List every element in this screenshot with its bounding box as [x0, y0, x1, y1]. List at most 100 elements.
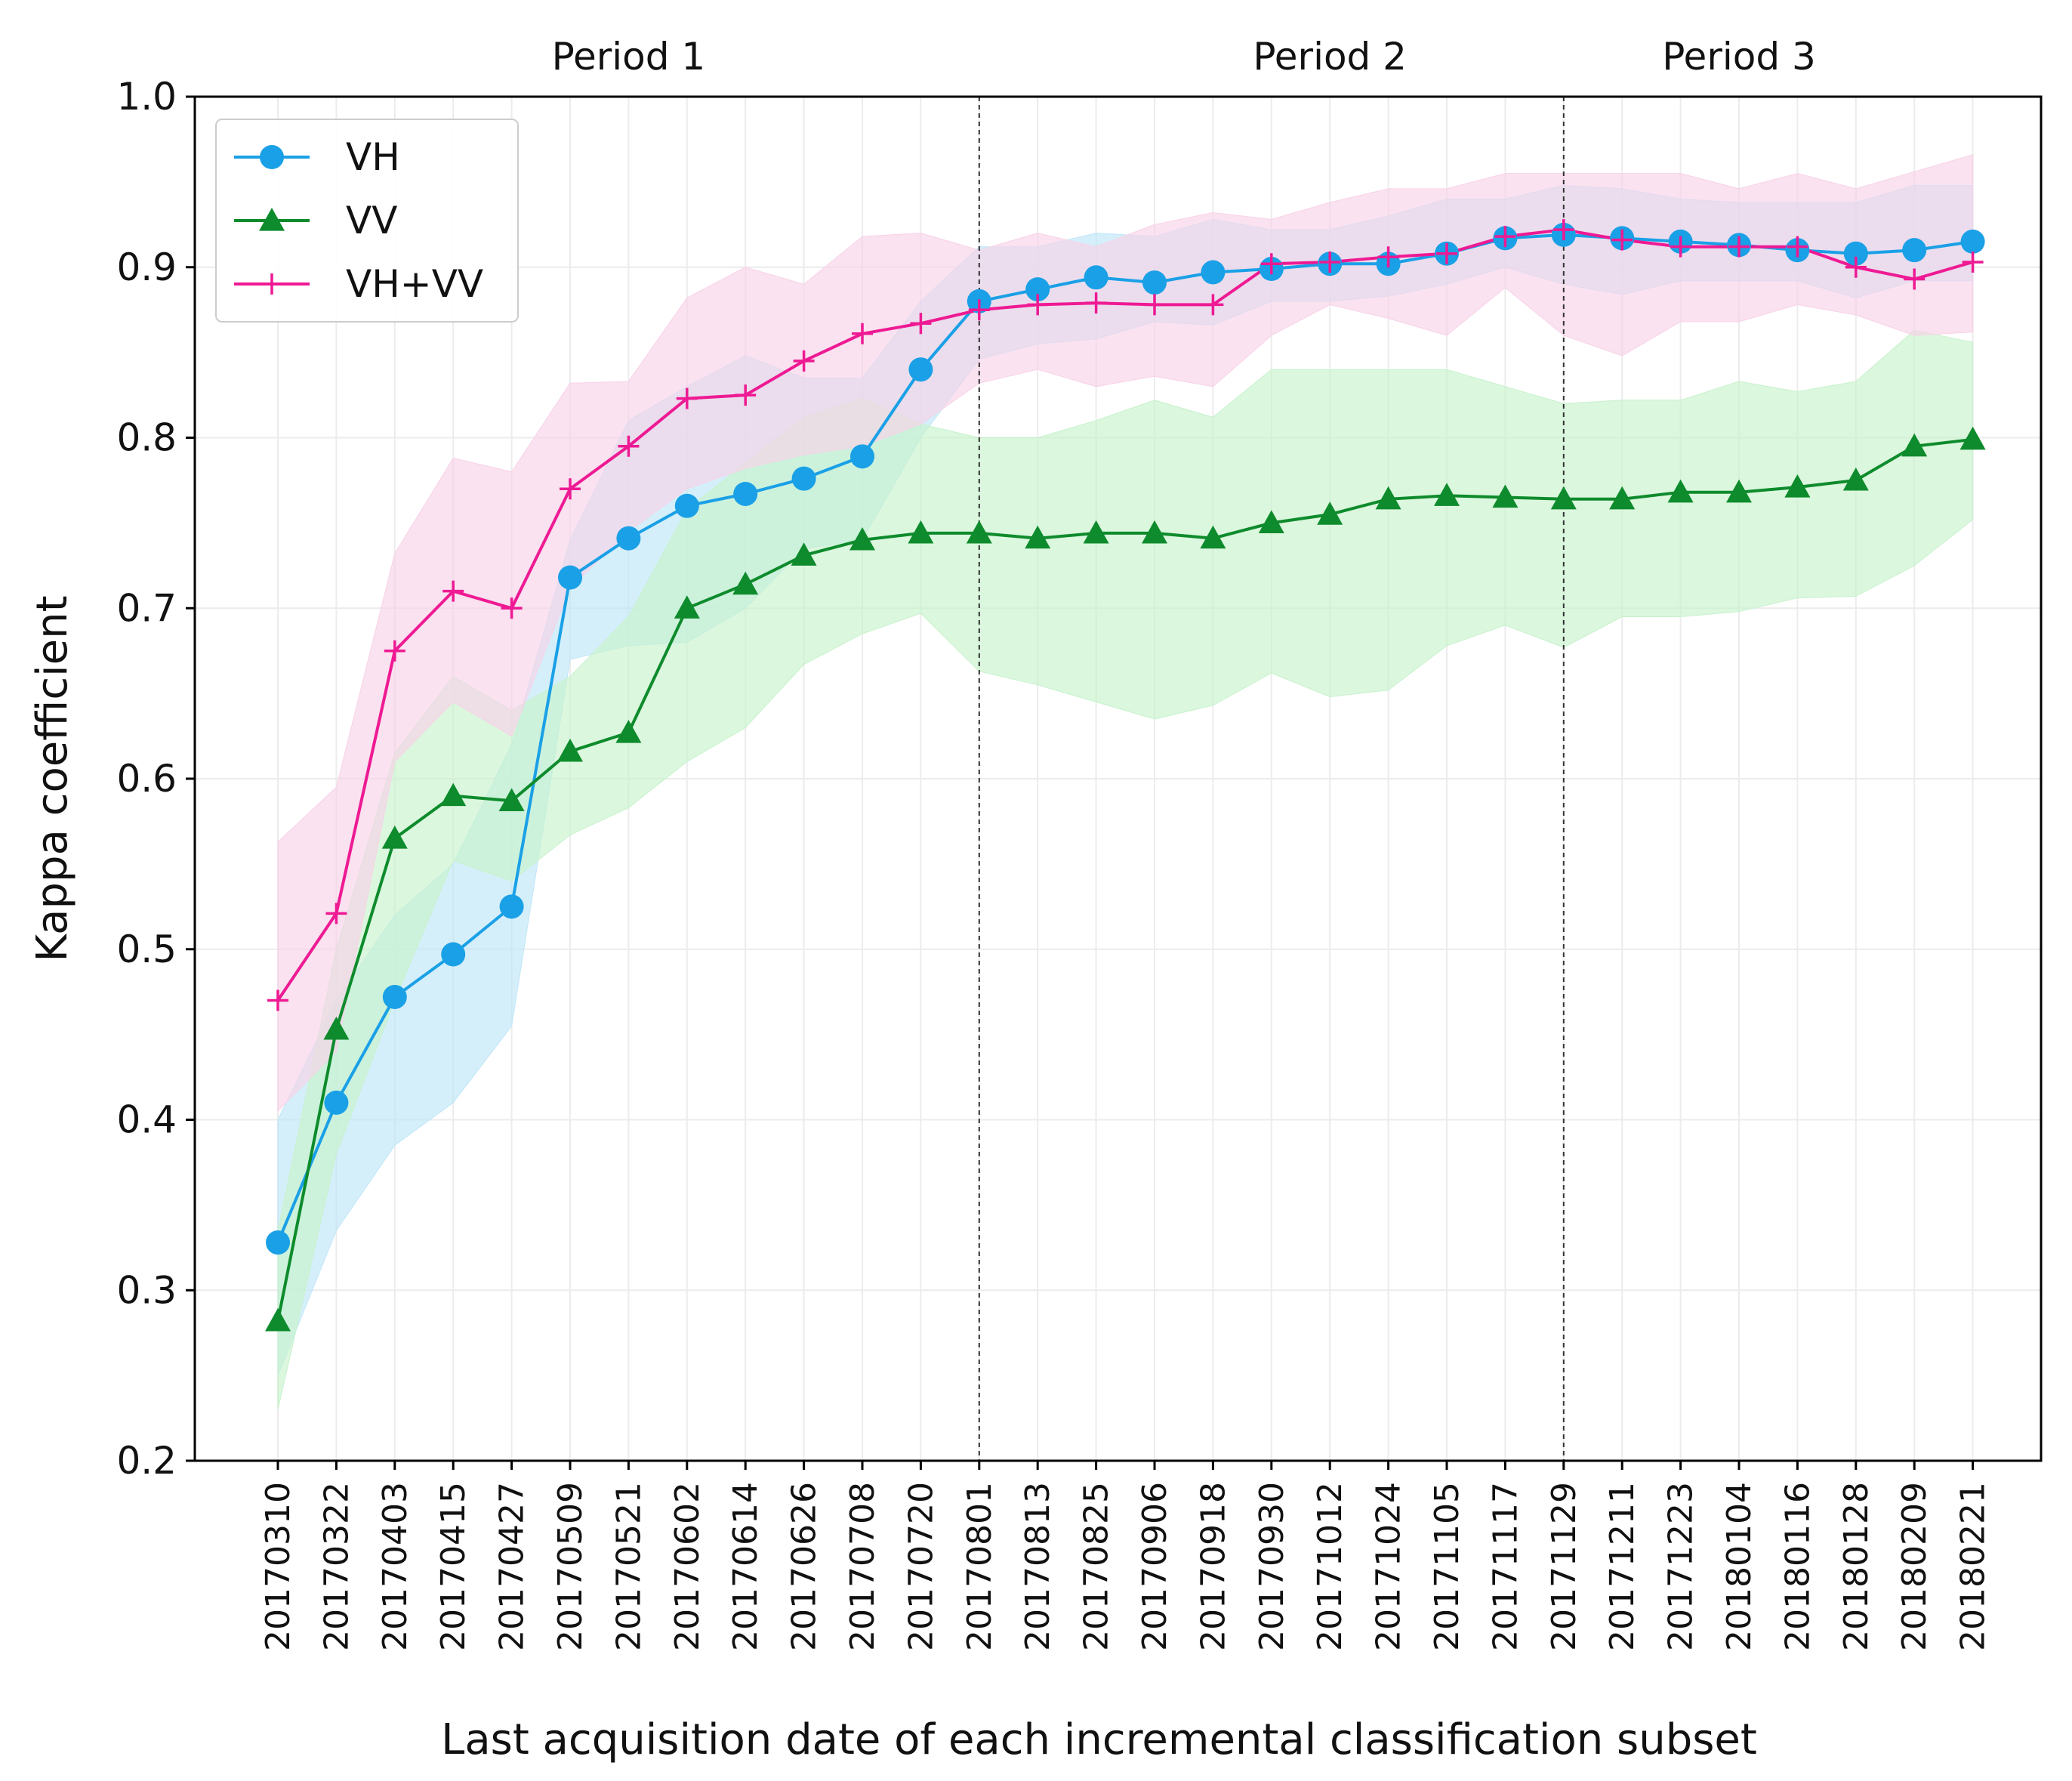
- point-vh-vv: [1611, 229, 1633, 251]
- point-vh-vv: [1260, 253, 1282, 275]
- point-vh: [850, 444, 874, 469]
- x-tick-label: 20170906: [1136, 1482, 1174, 1651]
- point-vv: [1025, 525, 1051, 549]
- point-vh-vv: [1436, 242, 1457, 264]
- x-tick-label: 20170813: [1019, 1482, 1057, 1651]
- point-vv: [498, 788, 525, 811]
- x-tick-label: 20170310: [259, 1482, 298, 1651]
- point-vv: [1667, 479, 1694, 503]
- point-vh: [1025, 277, 1050, 302]
- point-vv: [1317, 502, 1343, 525]
- legend-label-vh: VH: [346, 135, 400, 179]
- point-vh-vv: [1494, 226, 1516, 248]
- point-vv: [1200, 525, 1226, 549]
- x-tick-label: 20180104: [1720, 1482, 1759, 1651]
- x-tick-label: 20171211: [1603, 1482, 1642, 1651]
- point-vv: [1492, 484, 1519, 508]
- point-vh-vv: [852, 323, 873, 344]
- point-vv: [1726, 479, 1752, 503]
- point-vh-vv: [1904, 268, 1926, 290]
- point-vh-vv: [618, 435, 640, 457]
- point-vv: [615, 720, 642, 743]
- point-vv: [1434, 483, 1460, 506]
- point-vh: [1201, 260, 1226, 285]
- point-vh: [616, 526, 641, 551]
- x-tick-label: 20170521: [609, 1482, 648, 1651]
- y-tick-label: 0.8: [116, 416, 177, 460]
- point-vh: [382, 984, 407, 1009]
- point-vh: [908, 357, 933, 382]
- point-vv: [557, 738, 583, 762]
- x-tick-label: 20170930: [1253, 1482, 1291, 1651]
- point-vv: [1375, 486, 1401, 510]
- point-vh: [791, 466, 816, 491]
- point-vh: [1142, 270, 1167, 295]
- point-vh-vv: [1670, 236, 1691, 258]
- point-vh-vv: [1552, 219, 1574, 241]
- point-vh: [558, 565, 582, 590]
- point-vh: [1843, 241, 1868, 266]
- y-tick-label: 0.7: [116, 586, 177, 630]
- y-tick-label: 0.3: [116, 1268, 177, 1312]
- point-vh-vv: [1962, 251, 1984, 273]
- point-vv: [674, 595, 700, 619]
- point-vv: [732, 571, 759, 595]
- point-vh-vv: [1085, 292, 1107, 314]
- x-tick-label: 20170427: [493, 1482, 532, 1651]
- point-vv: [1784, 474, 1811, 498]
- legend-marker-vv: [259, 208, 285, 231]
- period-label: Period 3: [1662, 35, 1816, 79]
- x-tick-label: 20170801: [960, 1482, 999, 1651]
- point-vh-vv: [1202, 294, 1224, 316]
- point-vh-vv: [910, 313, 932, 335]
- x-tick-label: 20180221: [1954, 1482, 1993, 1651]
- x-tick-label: 20170322: [317, 1482, 356, 1651]
- x-tick-label: 20170614: [726, 1482, 765, 1651]
- point-vh-vv: [1845, 256, 1867, 278]
- point-vh-vv: [560, 478, 581, 500]
- legend: VH VV VH+VV: [215, 119, 519, 323]
- x-tick-label: 20170708: [843, 1482, 882, 1651]
- point-vh: [1084, 265, 1108, 290]
- point-vv: [1959, 426, 1986, 450]
- point-vh: [1960, 229, 1985, 254]
- axes: Period 1 Period 2 Period 3 0.2 0.3 0.4 0.5 0.6 0…: [28, 35, 2043, 1764]
- point-vv: [1842, 467, 1869, 491]
- x-tick-label: 20170415: [434, 1482, 473, 1651]
- point-vv: [1550, 486, 1577, 510]
- point-vv: [1609, 486, 1636, 510]
- x-tick-label: 20171024: [1370, 1482, 1408, 1651]
- point-vh-vv: [501, 597, 523, 619]
- x-tick-label: 20170509: [551, 1482, 590, 1651]
- y-tick-label: 1.0: [116, 75, 177, 119]
- y-tick-label: 0.6: [116, 757, 177, 801]
- series-markers: [265, 219, 1986, 1332]
- x-tick-label: 20170918: [1194, 1482, 1232, 1651]
- point-vh: [441, 942, 466, 967]
- point-vh-vv: [1027, 294, 1049, 316]
- point-vv: [265, 1307, 291, 1332]
- point-vv: [323, 1016, 350, 1040]
- point-vh-vv: [1377, 246, 1399, 268]
- point-vh: [499, 894, 524, 919]
- y-tick-label: 0.5: [116, 928, 177, 971]
- period-label: Period 1: [552, 35, 706, 79]
- y-tick-label: 0.2: [116, 1439, 177, 1483]
- point-vv: [381, 826, 408, 849]
- point-vh-vv: [325, 903, 347, 924]
- x-tick-label: 20170602: [668, 1482, 707, 1651]
- y-tick-label: 0.9: [116, 245, 177, 289]
- point-vv: [1901, 433, 1928, 457]
- x-tick-label: 20180128: [1837, 1482, 1876, 1651]
- x-tick-label: 20170403: [376, 1482, 415, 1651]
- point-vh-vv: [735, 384, 757, 406]
- legend-label-vv: VV: [346, 199, 397, 242]
- x-axis-label: Last acquisition date of each incrementa…: [441, 1715, 1757, 1764]
- x-tick-label: 20180116: [1778, 1482, 1817, 1651]
- point-vv: [966, 520, 992, 544]
- point-vh: [1902, 238, 1927, 263]
- x-tick-label: 20171223: [1662, 1482, 1700, 1651]
- period-label: Period 2: [1253, 35, 1407, 79]
- point-vh-vv: [1728, 236, 1750, 258]
- point-vv: [849, 526, 875, 551]
